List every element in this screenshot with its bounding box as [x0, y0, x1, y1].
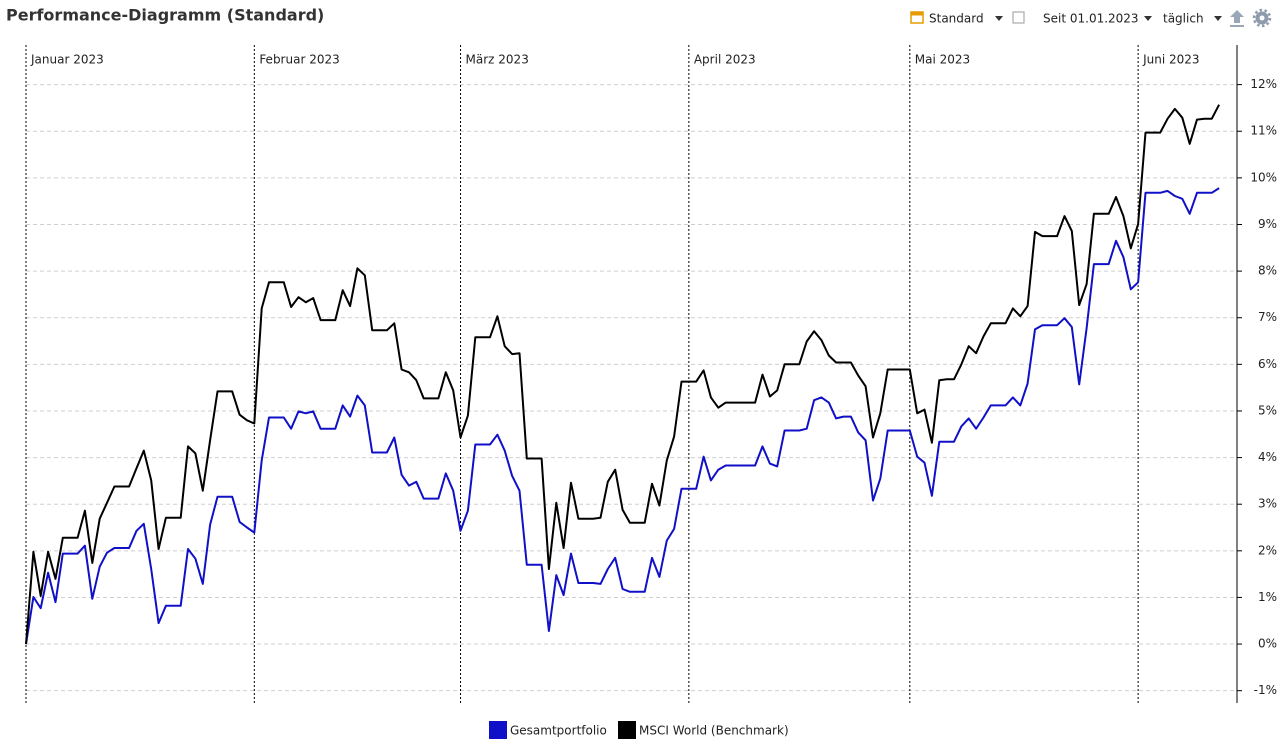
view-selector[interactable]: Standard	[910, 11, 1003, 26]
legend-label: MSCI World (Benchmark)	[639, 724, 789, 738]
series-line	[25, 187, 1220, 645]
x-tick-label: Mai 2023	[915, 53, 970, 67]
legend-swatch	[489, 721, 507, 739]
y-tick-label: 6%	[1258, 357, 1277, 371]
y-tick-label: 3%	[1258, 497, 1277, 511]
chart-title: Performance-Diagramm (Standard)	[6, 6, 324, 25]
y-tick-label: 9%	[1258, 217, 1277, 231]
y-tick-label: 11%	[1250, 124, 1277, 138]
settings-button[interactable]	[1252, 8, 1272, 28]
plot-area: -1% 0% 1% 2% 3% 4% 5% 6% 7% 8% 9% 10% 11% 12% Januar 2…	[25, 45, 1277, 703]
toolbar: Standard Seit 01.01.2023 täglich	[910, 8, 1272, 28]
y-tick-label: 0%	[1258, 637, 1277, 651]
calendar-icon	[910, 11, 924, 24]
y-tick-label: 8%	[1258, 264, 1277, 278]
y-tick-label: -1%	[1254, 683, 1277, 697]
interval-selector[interactable]: täglich	[1163, 12, 1222, 26]
x-tick-label: März 2023	[466, 53, 529, 67]
legend-swatch	[618, 721, 636, 739]
legend-label: Gesamtportfolio	[510, 724, 607, 738]
dropdown-arrow	[1144, 16, 1152, 21]
y-tick-label: 1%	[1258, 590, 1277, 604]
x-tick-label: Januar 2023	[30, 53, 104, 67]
period-selector[interactable]: Seit 01.01.2023	[1012, 11, 1152, 26]
gear-teeth	[1252, 8, 1272, 28]
y-tick-label: 4%	[1258, 450, 1277, 464]
y-tick-label: 10%	[1250, 170, 1277, 184]
y-tick-label: 7%	[1258, 310, 1277, 324]
interval-label: täglich	[1163, 12, 1204, 26]
x-tick-label: April 2023	[694, 53, 756, 67]
legend: Gesamtportfolio MSCI World (Benchmark)	[489, 721, 789, 739]
x-tick-label: Juni 2023	[1142, 53, 1199, 67]
dropdown-arrow	[1214, 16, 1222, 21]
date-icon	[1012, 11, 1025, 24]
period-label: Seit 01.01.2023	[1043, 12, 1139, 26]
series-line	[25, 104, 1220, 645]
view-label: Standard	[929, 12, 984, 26]
dropdown-arrow	[995, 16, 1003, 21]
y-tick-label: 12%	[1250, 77, 1277, 91]
gear-hole	[1259, 15, 1265, 21]
y-tick-label: 5%	[1258, 403, 1277, 417]
y-tick-label: 2%	[1258, 543, 1277, 557]
x-tick-label: Februar 2023	[259, 53, 339, 67]
export-button[interactable]	[1230, 10, 1244, 27]
